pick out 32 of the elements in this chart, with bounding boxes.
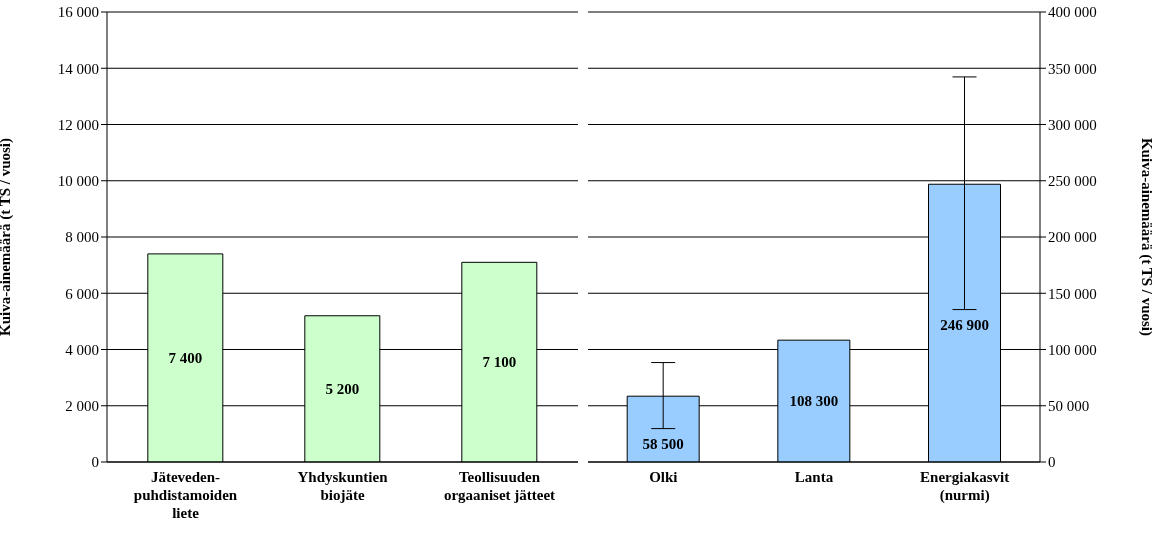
- data-label: 108 300: [789, 393, 839, 410]
- data-label: 5 200: [325, 380, 360, 397]
- y-tick-label: 0: [91, 454, 99, 471]
- data-label: 58 500: [642, 435, 684, 452]
- y-tick-label: 2 000: [65, 398, 99, 415]
- y-tick-label: 12 000: [57, 116, 99, 133]
- x-tick-label: Energiakasvit (nurmi): [920, 469, 1010, 504]
- x-tick-label: Jäteveden-puhdistamoiden liete: [133, 469, 238, 521]
- data-label: 246 900: [940, 316, 989, 333]
- x-tick-label: Teollisuuden orgaaniset jätteet: [443, 469, 556, 503]
- y2-tick-label: 50 000: [1048, 398, 1090, 415]
- data-label: 7 100: [482, 354, 517, 371]
- y-tick-label: 16 000: [57, 4, 99, 21]
- x-tick-label: Yhdyskuntien biojäte: [297, 469, 389, 503]
- y-tick-label: 14 000: [57, 60, 99, 77]
- y2-tick-label: 300 000: [1048, 116, 1097, 133]
- y-tick-label: 10 000: [57, 173, 99, 190]
- y2-tick-label: 250 000: [1048, 173, 1097, 190]
- data-label: 7 400: [168, 349, 203, 366]
- y2-tick-label: 400 000: [1048, 4, 1097, 21]
- y2-tick-label: 350 000: [1048, 60, 1097, 77]
- x-tick-label: Olki: [649, 469, 678, 485]
- y2-tick-label: 200 000: [1048, 229, 1097, 246]
- y-tick-label: 4 000: [65, 341, 99, 358]
- x-tick-label: Lanta: [794, 469, 834, 485]
- y2-axis-title: Kuiva-ainemäärä (t TS / vuosi): [1137, 137, 1152, 337]
- y-tick-label: 6 000: [65, 285, 99, 302]
- y2-tick-label: 150 000: [1048, 285, 1097, 302]
- y-tick-label: 8 000: [65, 229, 99, 246]
- y2-tick-label: 100 000: [1048, 341, 1097, 358]
- y2-tick-label: 0: [1048, 454, 1056, 471]
- y-axis-title: Kuiva-ainemäärä (t TS / vuosi): [0, 137, 15, 337]
